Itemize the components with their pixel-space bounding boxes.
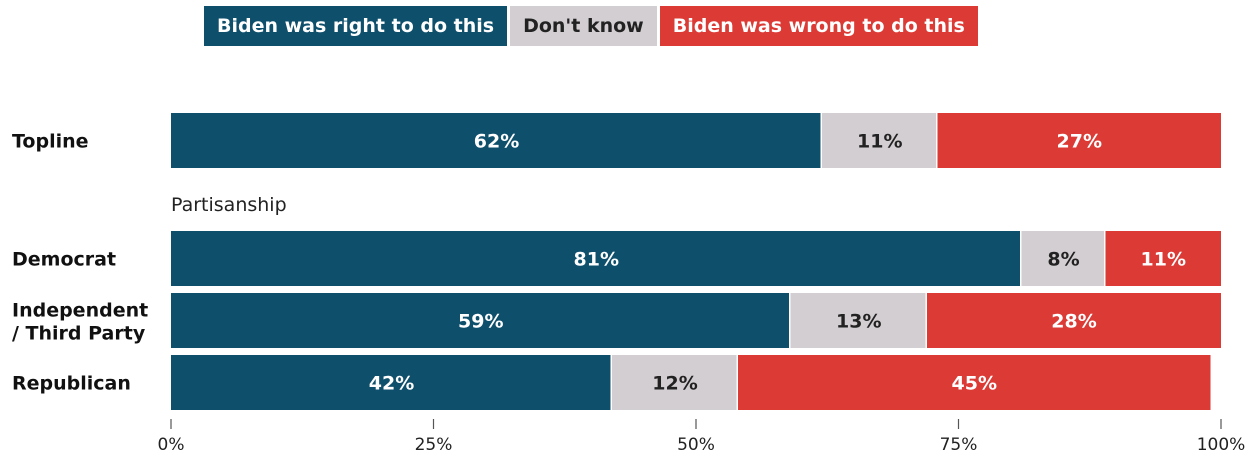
data-label: 45% [952, 373, 997, 395]
data-label: 27% [1057, 131, 1102, 153]
data-label: 42% [369, 373, 414, 395]
bar-independent-third-party-don-t-know [790, 293, 926, 348]
bar-topline-biden-was-right-to-do-this [171, 113, 821, 168]
data-label: 28% [1051, 311, 1096, 333]
bar-independent-third-party-biden-was-right-to-do-this [171, 293, 789, 348]
bar-democrat-biden-was-right-to-do-this [171, 231, 1020, 286]
bar-independent-third-party-biden-was-wrong-to-do-this [927, 293, 1221, 348]
group-label-partisanship: Partisanship [171, 194, 287, 216]
bar-republican-biden-was-wrong-to-do-this [738, 355, 1211, 410]
legend-item-dont-know: Don't know [510, 6, 657, 46]
bar-topline-don-t-know [822, 113, 936, 168]
bar-topline-biden-was-wrong-to-do-this [937, 113, 1221, 168]
data-label: 11% [1141, 249, 1186, 271]
data-label: 11% [857, 131, 902, 153]
category-label: Democrat [12, 249, 116, 271]
data-label: 59% [458, 311, 503, 333]
data-label: 81% [574, 249, 619, 271]
bar-democrat-don-t-know [1021, 231, 1104, 286]
data-label: 12% [652, 373, 697, 395]
legend-item-right: Biden was right to do this [204, 6, 508, 46]
legend-item-wrong: Biden was wrong to do this [659, 6, 978, 46]
x-tick-label: 25% [415, 435, 453, 454]
category-label: Independent [12, 300, 148, 322]
legend: Biden was right to do this Don't know Bi… [204, 6, 978, 46]
data-label: 62% [474, 131, 519, 153]
category-label: / Third Party [12, 323, 146, 345]
category-label: Topline [12, 131, 89, 153]
bar-republican-biden-was-right-to-do-this [171, 355, 611, 410]
x-tick-label: 0% [158, 435, 185, 454]
bar-democrat-biden-was-wrong-to-do-this [1105, 231, 1221, 286]
x-tick-label: 50% [677, 435, 715, 454]
data-label: 8% [1047, 249, 1079, 271]
category-label: Republican [12, 373, 131, 395]
data-label: 13% [836, 311, 881, 333]
x-tick-label: 100% [1197, 435, 1246, 454]
bar-republican-don-t-know [612, 355, 737, 410]
x-tick-label: 75% [940, 435, 978, 454]
